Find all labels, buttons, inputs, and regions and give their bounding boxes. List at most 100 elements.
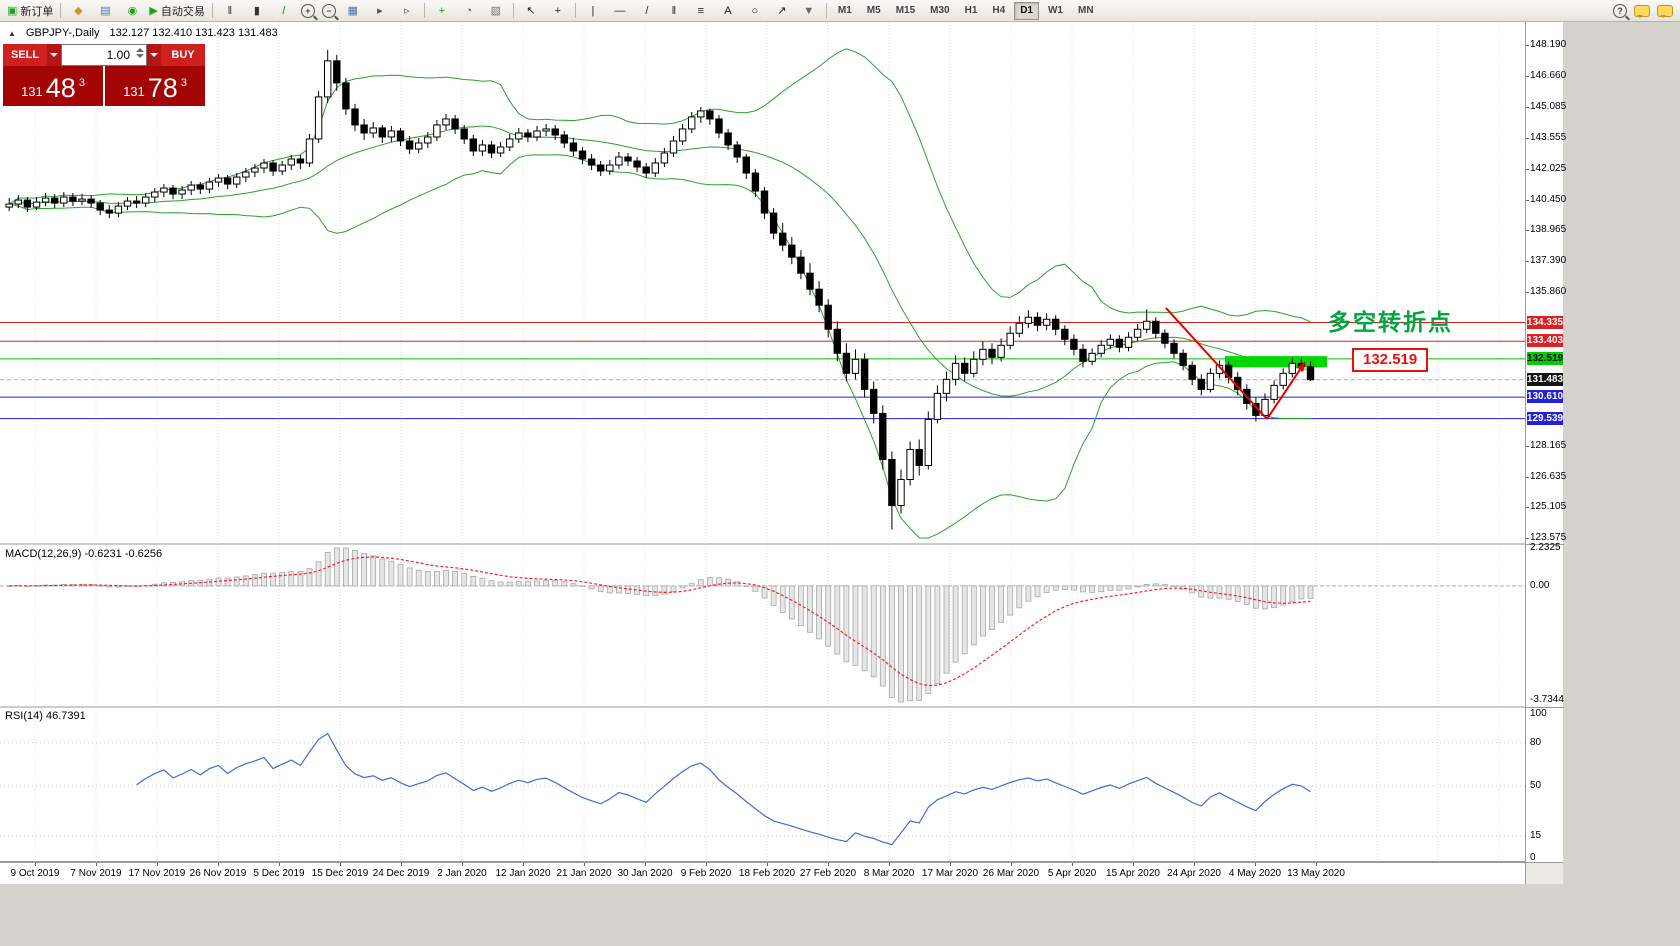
toolbar-separator xyxy=(512,3,514,18)
chart-profiles-icon[interactable]: ◆ xyxy=(65,1,91,21)
timeframe-button-h1[interactable]: H1 xyxy=(964,4,978,16)
timeframe-button-m5[interactable]: M5 xyxy=(866,4,881,16)
equidistant-channel-icon[interactable]: ‖ xyxy=(661,1,687,21)
price-label: 137.390 xyxy=(1530,255,1567,267)
vertical-line-icon[interactable]: | xyxy=(580,1,606,21)
new-order-button-label: 新订单 xyxy=(20,5,54,18)
date-axis[interactable]: 9 Oct 2019 7 Nov 2019 17 Nov 2019 26 Nov 20… xyxy=(0,862,1563,884)
date-tick xyxy=(1255,863,1256,866)
date-tick xyxy=(767,863,768,866)
date-tick xyxy=(279,863,280,866)
volume-stepper[interactable] xyxy=(136,47,144,59)
rsi-scale-label: 50 xyxy=(1530,780,1542,791)
one-click-trading-panel: SELL 1.00 BUY 131 48 3 131 78 3 xyxy=(3,44,205,106)
buy-price[interactable]: 131 78 3 xyxy=(105,66,205,106)
search-button[interactable]: ? xyxy=(1613,3,1627,18)
price-badge: 131.483 xyxy=(1526,372,1564,386)
support-zone-rect[interactable] xyxy=(1225,356,1327,368)
candlestick-chart-icon[interactable]: ▮ xyxy=(244,1,270,21)
crosshair-icon[interactable]: + xyxy=(545,1,571,21)
buy-button[interactable]: BUY xyxy=(161,44,205,66)
mql5-chat-icon[interactable] xyxy=(1634,4,1650,18)
price-tick xyxy=(1526,446,1529,448)
sell-price[interactable]: 131 48 3 xyxy=(3,66,103,106)
scale-separator xyxy=(1526,707,1564,708)
autotrade-button[interactable]: ▶ 自动交易 xyxy=(146,1,207,21)
date-tick xyxy=(1133,863,1134,866)
fibonacci-icon[interactable]: ≡ xyxy=(688,1,714,21)
macd-scale-label: 0.00 xyxy=(1530,579,1550,591)
price-label: 138.965 xyxy=(1530,223,1567,235)
rsi-line xyxy=(136,732,1311,846)
scale-separator xyxy=(1526,544,1564,545)
arrows-icon[interactable]: ↗ xyxy=(769,1,795,21)
date-tick xyxy=(645,863,646,866)
market-watch-icon[interactable]: ▤ xyxy=(92,1,118,21)
new-order-button[interactable]: ▣ 新订单 xyxy=(4,1,56,21)
price-label: 143.555 xyxy=(1530,131,1567,143)
objects-dropdown-icon[interactable]: ▼ xyxy=(796,1,822,21)
zoom-in-button[interactable]: + xyxy=(300,3,315,18)
date-tick xyxy=(1011,863,1012,866)
chart-annotation-text[interactable]: 多空转折点 xyxy=(1328,309,1453,335)
date-label: 15 Dec 2019 xyxy=(311,868,369,879)
price-callout-label[interactable]: 132.519 xyxy=(1352,348,1429,372)
price-tick xyxy=(1526,107,1529,109)
sell-options-caret-icon[interactable] xyxy=(47,44,61,66)
date-label: 24 Apr 2020 xyxy=(1167,868,1221,879)
date-tick xyxy=(1316,863,1317,866)
navigator-icon[interactable]: ◉ xyxy=(119,1,145,21)
timeframe-button-d1[interactable]: D1 xyxy=(1014,1,1039,20)
indicators-button[interactable]: + xyxy=(429,1,455,21)
buy-price-prefix: 131 xyxy=(123,84,145,99)
horizontal-line-icon[interactable]: — xyxy=(607,1,633,21)
price-tick xyxy=(1526,507,1529,509)
shapes-icon[interactable]: ○ xyxy=(742,1,768,21)
price-scale[interactable]: 148.190 146.660 145.085 143.555 142.025 140.4… xyxy=(1525,22,1567,863)
timeframe-button-h4[interactable]: H4 xyxy=(992,4,1006,16)
tile-windows-icon[interactable]: ▦ xyxy=(340,1,366,21)
price-tick xyxy=(1526,75,1529,77)
date-label: 24 Dec 2019 xyxy=(372,868,430,879)
date-tick xyxy=(828,863,829,866)
timeframe-button-w1[interactable]: W1 xyxy=(1047,4,1063,16)
sell-button[interactable]: SELL xyxy=(3,44,47,66)
date-label: 18 Feb 2020 xyxy=(738,868,796,879)
timeframe-button-m30[interactable]: M30 xyxy=(930,4,950,16)
candlestick-chart-icon-glyph: ▮ xyxy=(253,4,260,17)
auto-scroll-icon[interactable]: ▸ xyxy=(367,1,393,21)
buy-options-caret-icon[interactable] xyxy=(147,44,161,66)
price-chart-plot[interactable] xyxy=(0,22,1525,862)
timeframe-button-m1[interactable]: M1 xyxy=(837,4,852,16)
date-tick xyxy=(401,863,402,866)
toolbar-separator xyxy=(574,3,576,18)
macd-indicator-label: MACD(12,26,9) -0.6231 -0.6256 xyxy=(5,548,163,560)
trend-lines[interactable] xyxy=(1165,307,1306,420)
date-tick xyxy=(889,863,890,866)
trendline-icon-glyph: / xyxy=(645,4,649,17)
line-chart-icon[interactable]: / xyxy=(271,1,297,21)
volume-input[interactable]: 1.00 xyxy=(61,44,147,66)
price-label: 123.575 xyxy=(1530,532,1567,544)
macd-signal-line xyxy=(9,556,1311,687)
line-chart-icon-glyph: / xyxy=(282,4,286,17)
notifications-icon[interactable] xyxy=(1657,4,1673,18)
cursor-icon[interactable]: ↖ xyxy=(518,1,544,21)
timeframe-button-mn[interactable]: MN xyxy=(1077,4,1094,16)
date-label: 2 Jan 2020 xyxy=(437,868,487,879)
sell-price-sup: 3 xyxy=(78,77,85,89)
trendline-icon[interactable]: / xyxy=(634,1,660,21)
zoom-out-button[interactable]: − xyxy=(321,3,336,18)
text-label-icon[interactable]: A xyxy=(715,1,741,21)
price-label: 145.085 xyxy=(1530,101,1567,113)
periods-icon[interactable]: ◔ xyxy=(456,1,482,21)
price-label: 148.190 xyxy=(1530,39,1567,51)
bar-chart-icon[interactable]: ‖ xyxy=(217,1,243,21)
macd-histogram xyxy=(6,547,1314,703)
chart-shift-icon[interactable]: ▹ xyxy=(394,1,420,21)
date-tick xyxy=(218,863,219,866)
price-badge: 132.519 xyxy=(1526,351,1564,365)
fibonacci-icon-glyph: ≡ xyxy=(697,4,705,17)
templates-icon[interactable]: ▧ xyxy=(483,1,509,21)
timeframe-button-m15[interactable]: M15 xyxy=(895,4,916,16)
